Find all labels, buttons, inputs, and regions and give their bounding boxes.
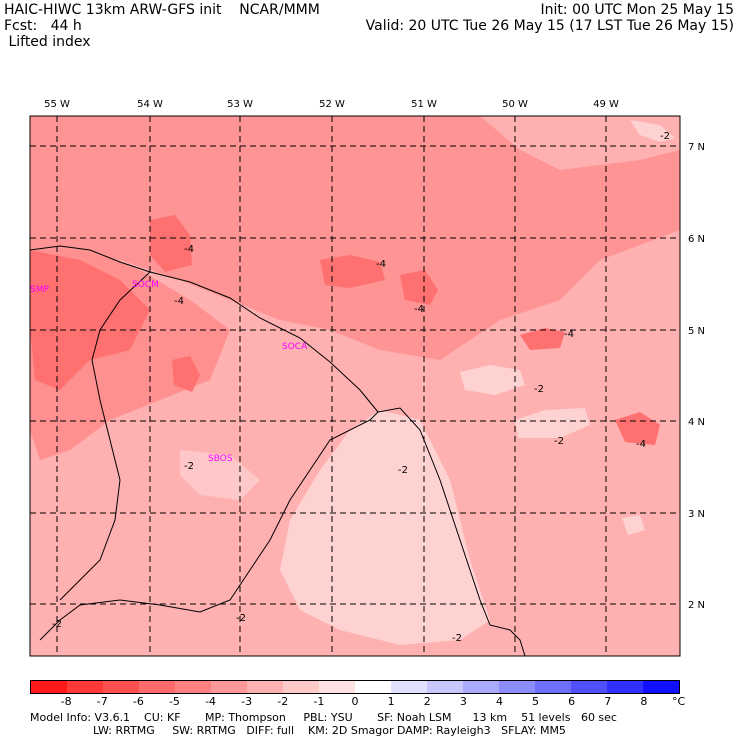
- lat-labels: 7 N 6 N 5 N 4 N 3 N 2 N: [688, 142, 705, 611]
- contour-label: -2: [52, 619, 62, 630]
- title-left: HAIC-HIWC 13km ARW-GFS init NCAR/MMM: [4, 2, 320, 18]
- contour-label: -2: [184, 461, 194, 472]
- init-time: Init: 00 UTC Mon 25 May 15: [540, 2, 734, 18]
- contour-label: -4: [184, 244, 194, 255]
- colorbar-swatch: [103, 681, 139, 693]
- lat-label: 2 N: [688, 600, 705, 611]
- lon-label: 53 W: [227, 99, 253, 110]
- colorbar-swatch: [175, 681, 211, 693]
- colorbar-swatch: [67, 681, 103, 693]
- place-smp: SMP: [30, 285, 49, 295]
- region-5a: [30, 250, 150, 390]
- place-labels: SMP SOCM SOCA SBOS: [30, 280, 308, 464]
- lon-label: 49 W: [593, 99, 619, 110]
- colorbar-swatch: [31, 681, 67, 693]
- contour-label: -2: [534, 384, 544, 395]
- region-1d: [630, 120, 675, 142]
- map-frame: [29, 115, 681, 657]
- colorbar-label: -5: [168, 695, 180, 708]
- colorbar-label: -8: [60, 695, 72, 708]
- colorbar-label: 7: [604, 695, 612, 708]
- contour-label: -4: [174, 296, 184, 307]
- colorbar-swatch: [247, 681, 283, 693]
- region-5c: [320, 255, 385, 288]
- lon-label: 50 W: [502, 99, 528, 110]
- lon-label: 51 W: [411, 99, 437, 110]
- coastline: [29, 245, 379, 413]
- colorbar-swatch: [211, 681, 247, 693]
- contour-label: -2: [398, 465, 408, 476]
- lon-label: 55 W: [44, 99, 70, 110]
- colorbar-label: 6: [568, 695, 576, 708]
- region-5g: [172, 356, 200, 392]
- colorbar-swatch: [319, 681, 355, 693]
- place-soca: SOCA: [282, 342, 308, 352]
- region-5d: [400, 270, 438, 305]
- region-5e: [520, 328, 565, 350]
- place-socm: SOCM: [132, 280, 159, 290]
- colorbar-swatch: [391, 681, 427, 693]
- colorbar-label: -2: [277, 695, 289, 708]
- colorbar-swatch: [571, 681, 607, 693]
- colorbar-label: 2: [423, 695, 431, 708]
- contour-label: -4: [414, 304, 424, 315]
- colorbar-swatch: [499, 681, 535, 693]
- region-1b: [460, 365, 525, 395]
- colorbar-label: -6: [132, 695, 144, 708]
- colorbar-label: -3: [241, 695, 253, 708]
- colorbar-label: -1: [313, 695, 325, 708]
- model-info-line2: LW: RRTMG SW: RRTMG DIFF: full KM: 2D Sm…: [30, 724, 566, 737]
- colorbar-label: 4: [495, 695, 503, 708]
- lat-label: 5 N: [688, 326, 705, 337]
- contour-label: -2: [554, 436, 564, 447]
- contour-label: -4: [376, 259, 386, 270]
- colorbar-swatch: [139, 681, 175, 693]
- lat-label: 7 N: [688, 142, 705, 153]
- contour-label: -2: [452, 633, 462, 644]
- colorbar-swatch: [283, 681, 319, 693]
- colorbar-swatch: [607, 681, 643, 693]
- colorbar-label: 3: [459, 695, 467, 708]
- colorbar-swatch: [463, 681, 499, 693]
- contour-label: -2: [236, 613, 246, 624]
- lon-label: 54 W: [137, 99, 163, 110]
- colorbar-swatch: [355, 681, 391, 693]
- field-name: Lifted index: [4, 34, 91, 50]
- region-5b: [150, 215, 192, 272]
- colorbar-unit: °C: [672, 695, 686, 708]
- contour-label: -4: [564, 329, 574, 340]
- colorbar-swatch: [643, 681, 679, 693]
- lon-label: 52 W: [319, 99, 345, 110]
- border-inner: [59, 271, 151, 601]
- region-5f: [615, 412, 660, 445]
- contour-label: -2: [660, 131, 670, 142]
- colorbar-swatch: [535, 681, 571, 693]
- colorbar-label: -7: [96, 695, 108, 708]
- valid-time: Valid: 20 UTC Tue 26 May 15 (17 LST Tue …: [365, 18, 734, 34]
- place-sbos: SBOS: [208, 454, 233, 464]
- colorbar-swatch: [427, 681, 463, 693]
- region-1c: [515, 408, 590, 438]
- graticule: [30, 116, 680, 656]
- region-1e: [622, 515, 645, 535]
- colorbar-label: 1: [387, 695, 395, 708]
- colorbar-label: -4: [205, 695, 217, 708]
- lat-label: 4 N: [688, 417, 705, 428]
- lat-label: 3 N: [688, 509, 705, 520]
- colorbar-label: 8: [640, 695, 648, 708]
- colorbar-label: 5: [532, 695, 540, 708]
- lon-labels: 55 W 54 W 53 W 52 W 51 W 50 W 49 W: [44, 99, 619, 110]
- colorbar: [30, 680, 680, 694]
- lat-label: 6 N: [688, 234, 705, 245]
- contour-labels: -2 -4 -4 -4 -4 -4 -2 -2 -2 -2 -2 -2 -2 -…: [52, 131, 670, 644]
- border-east: [377, 407, 526, 657]
- border-west: [39, 411, 379, 641]
- forecast-hour: Fcst: 44 h: [4, 18, 82, 34]
- colorbar-label: 0: [351, 695, 359, 708]
- model-info-line1: Model Info: V3.6.1 CU: KF MP: Thompson P…: [30, 711, 617, 724]
- contour-label: -4: [636, 439, 646, 450]
